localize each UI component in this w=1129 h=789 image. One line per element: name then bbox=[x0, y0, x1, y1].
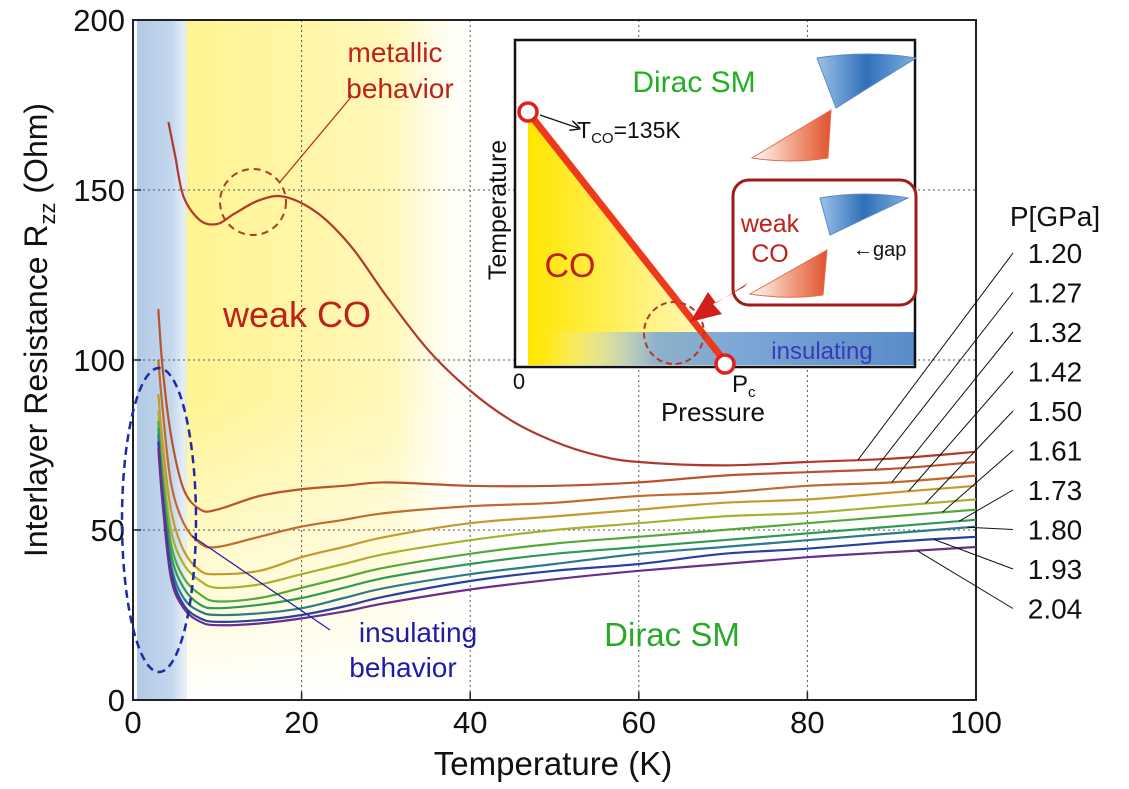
legend-label-1.93: 1.93 bbox=[1028, 554, 1083, 585]
inset-weak-co-upper-cone bbox=[819, 193, 910, 236]
inset-pc-point bbox=[714, 353, 736, 375]
weak-co-label: weak CO bbox=[222, 294, 371, 335]
inset-gap-label: ←gap bbox=[853, 239, 906, 261]
legend-leader-line bbox=[925, 410, 1014, 504]
y-tick-label: 100 bbox=[73, 343, 125, 378]
legend-label-1.27: 1.27 bbox=[1028, 278, 1083, 309]
x-axis-title: Temperature (K) bbox=[434, 745, 672, 782]
legend-label-1.61: 1.61 bbox=[1028, 436, 1083, 467]
series-line-1.50 bbox=[157, 410, 977, 590]
axis-ticks: 0 20 40 60 80 100 0 50 100 150 200 bbox=[73, 3, 1002, 740]
series-line-1.32 bbox=[157, 359, 977, 549]
insulating-pointer bbox=[191, 535, 331, 631]
insulating-label-line2: behavior bbox=[349, 652, 456, 683]
insulating-label-line1: insulating bbox=[359, 617, 477, 648]
dirac-sm-label: Dirac SM bbox=[604, 616, 740, 653]
legend-title: P[GPa] bbox=[1010, 201, 1100, 232]
inset-weak-co-arrow bbox=[690, 283, 748, 322]
phase-diagram-inset: Dirac SM TCO=135K Temperature CO insulat… bbox=[484, 38, 918, 427]
y-tick-label: 0 bbox=[108, 683, 125, 718]
legend-label-1.32: 1.32 bbox=[1028, 317, 1083, 348]
series-line-1.73 bbox=[157, 427, 977, 610]
y-axis-title: Interlayer Resistance Rzz (Ohm) bbox=[18, 103, 60, 557]
data-series bbox=[157, 121, 977, 627]
x-tick-label: 40 bbox=[453, 705, 487, 740]
inset-tco-point bbox=[517, 101, 539, 123]
legend-label-1.20: 1.20 bbox=[1028, 238, 1083, 269]
legend-leader-line bbox=[967, 526, 1014, 530]
inset-tco-label: TCO=135K bbox=[577, 117, 681, 147]
legend-label-2.04: 2.04 bbox=[1028, 594, 1083, 625]
y-tick-label: 200 bbox=[73, 3, 125, 38]
x-tick-label: 80 bbox=[790, 705, 824, 740]
inset-origin-label: 0 bbox=[513, 369, 525, 394]
y-tick-label: 150 bbox=[73, 173, 125, 208]
inset-weak-co-label-line2: CO bbox=[751, 240, 789, 268]
metallic-label-line1: metallic bbox=[348, 37, 443, 68]
x-tick-label: 20 bbox=[284, 705, 318, 740]
inset-x-axis-label: Pressure bbox=[661, 397, 765, 427]
legend-label-1.80: 1.80 bbox=[1028, 515, 1083, 546]
legend-leader-line bbox=[958, 489, 1014, 522]
legend-leader-line bbox=[908, 371, 1014, 492]
legend-leader-line bbox=[874, 292, 1014, 470]
legend: P[GPa] 1.20 1.27 1.32 1.42 1.50 1.61 1.73 1.80 1… bbox=[857, 201, 1100, 625]
legend-label-1.73: 1.73 bbox=[1028, 475, 1083, 506]
inset-tco-arrow bbox=[539, 114, 578, 128]
legend-label-1.50: 1.50 bbox=[1028, 396, 1083, 427]
metallic-pointer bbox=[279, 95, 353, 183]
series-line-2.04 bbox=[157, 448, 977, 627]
legend-leader-line bbox=[857, 252, 1014, 461]
x-tick-label: 100 bbox=[950, 705, 1002, 740]
legend-leader-line bbox=[933, 538, 1014, 570]
x-tick-label: 60 bbox=[622, 705, 656, 740]
inset-y-axis-label: Temperature bbox=[484, 140, 512, 280]
inset-dirac-lower-cone bbox=[750, 109, 832, 162]
metallic-label-line2: behavior bbox=[346, 73, 453, 104]
inset-phase-line bbox=[525, 109, 730, 367]
legend-leader-line bbox=[891, 331, 1014, 483]
series-line-1.20 bbox=[167, 121, 977, 467]
x-tick-label: 0 bbox=[124, 705, 141, 740]
inset-dirac-upper-cone bbox=[816, 53, 918, 109]
inset-weak-co-label-line1: weak bbox=[740, 210, 800, 238]
inset-weak-co-circle bbox=[643, 301, 705, 365]
insulating-circle bbox=[120, 366, 198, 674]
series-line-1.93 bbox=[157, 441, 977, 623]
series-line-1.42 bbox=[157, 393, 977, 576]
legend-leader-line bbox=[941, 450, 1014, 513]
inset-dirac-sm-label: Dirac SM bbox=[632, 66, 755, 99]
legend-label-1.42: 1.42 bbox=[1028, 357, 1083, 388]
y-tick-label: 50 bbox=[91, 513, 125, 548]
series-line-1.27 bbox=[157, 308, 977, 513]
inset-weak-co-lower-cone bbox=[748, 249, 828, 298]
series-line-1.80 bbox=[157, 434, 977, 617]
series-line-1.61 bbox=[157, 421, 977, 603]
legend-leader-line bbox=[916, 550, 1014, 609]
inset-pc-label: Pc bbox=[732, 371, 756, 401]
metallic-circle bbox=[219, 168, 287, 236]
inset-insulating-label: insulating bbox=[771, 338, 872, 365]
inset-co-label: CO bbox=[545, 247, 596, 285]
